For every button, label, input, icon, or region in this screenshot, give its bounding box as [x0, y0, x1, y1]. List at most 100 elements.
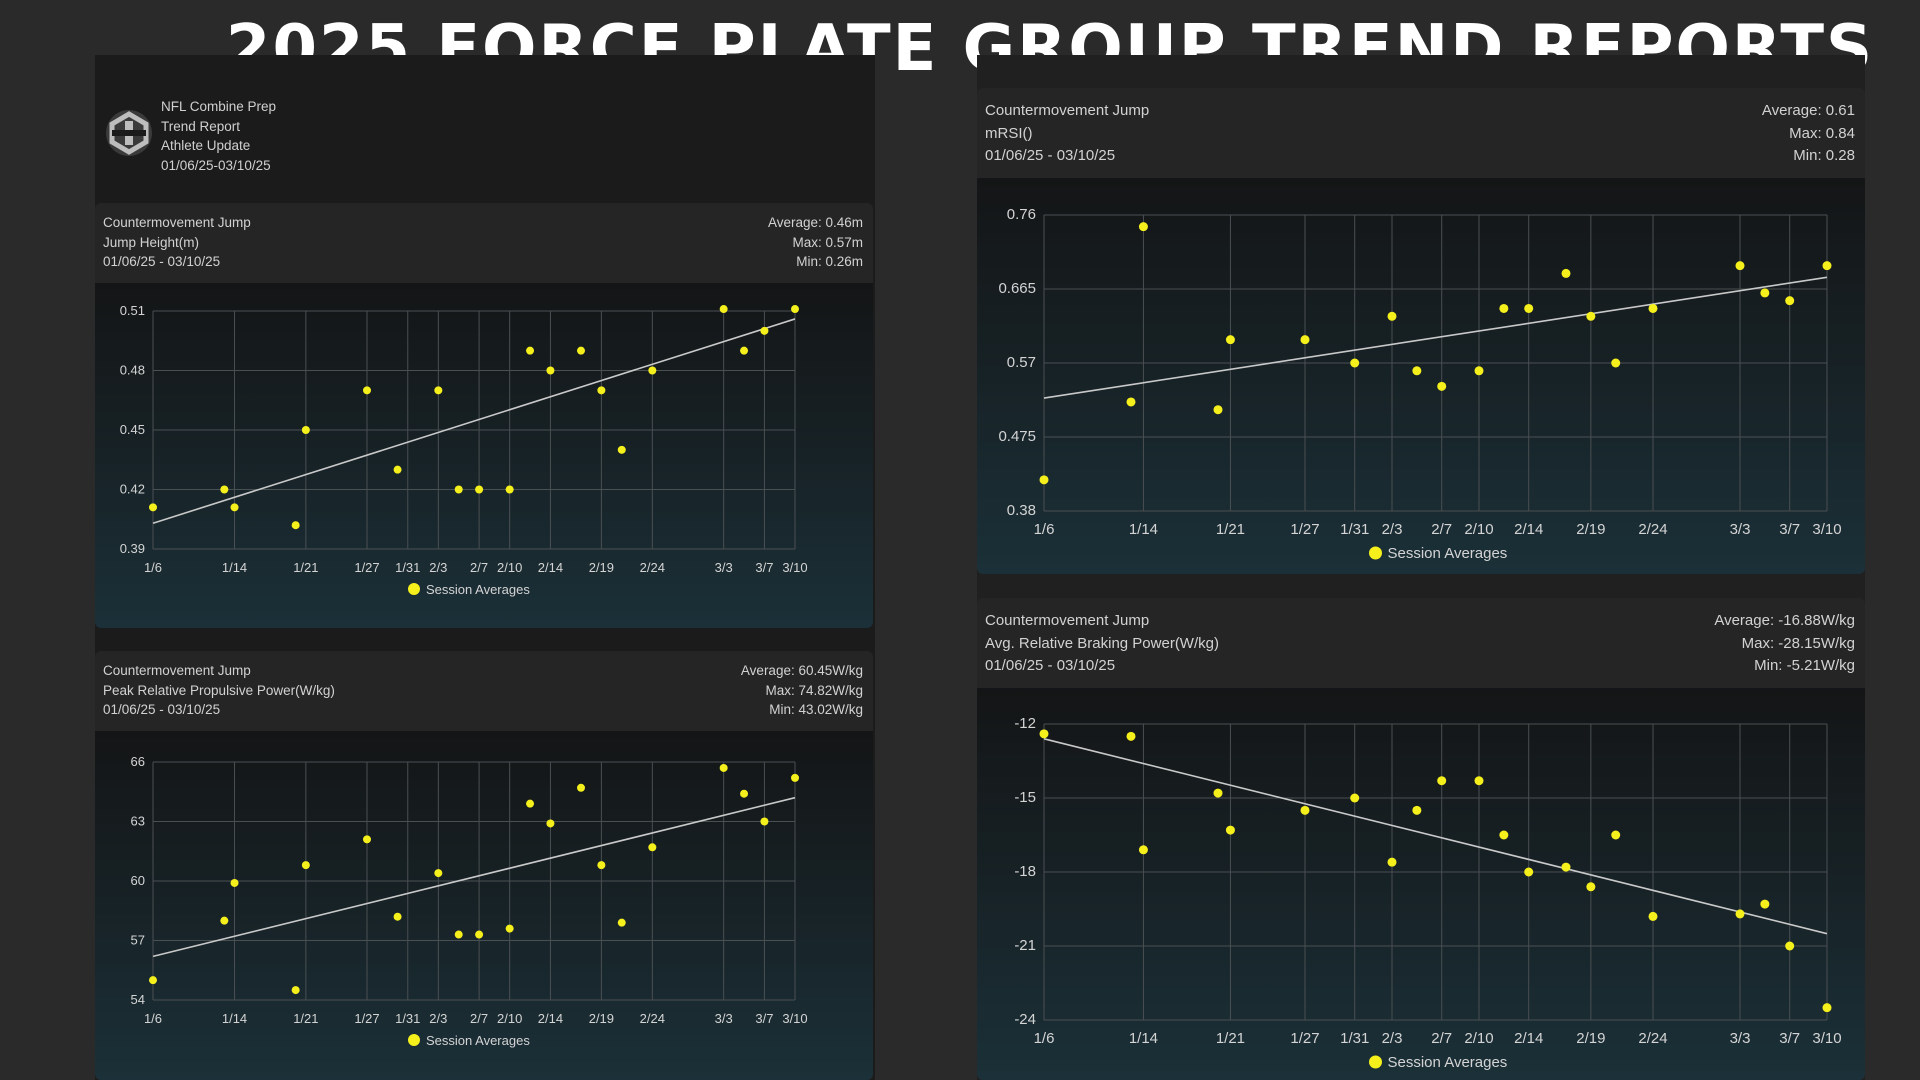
- session-average-point: [393, 912, 402, 921]
- trend-line: [1043, 738, 1828, 935]
- session-average-point: [1611, 830, 1621, 840]
- legend-label: Session Averages: [426, 1033, 530, 1048]
- grid: 0.51 0.48 0.45 0.42 0.39 1/6 1/14 1/21 1/27 1/31 2…: [120, 303, 808, 575]
- session-average-point: [1039, 729, 1049, 739]
- session-average-point: [1586, 311, 1596, 321]
- session-average-point: [291, 986, 300, 995]
- metric-name: Jump Height(m): [103, 234, 200, 250]
- x-tick-label: 2/10: [1464, 1030, 1493, 1047]
- y-tick-label: 0.51: [120, 303, 145, 318]
- x-tick-label: 1/31: [1340, 521, 1369, 538]
- legend-marker: [1369, 546, 1382, 560]
- session-average-point: [1300, 805, 1310, 815]
- session-average-point: [740, 346, 749, 355]
- session-average-point: [597, 386, 606, 395]
- date-range: 01/06/25 - 03/10/25: [985, 657, 1116, 674]
- brand-logo-icon: [106, 110, 152, 156]
- x-tick-label: 3/3: [715, 560, 733, 575]
- x-tick-label: 2/7: [1431, 1030, 1452, 1047]
- session-average-point: [1785, 296, 1795, 306]
- session-average-point: [1648, 303, 1658, 313]
- max-value: Max: 0.84: [1789, 124, 1855, 142]
- x-tick-label: 3/7: [1779, 521, 1800, 538]
- chart-area: 0.76 0.665 0.57 0.475 0.38 1/6 1/14 1/21 1/27 1/3…: [977, 178, 1865, 574]
- session-average-point: [1735, 261, 1745, 271]
- peak-propulsive-chart: 66 63 60 57 54 1/6 1/14 1/21 1/27 1/31 2/3 2/7 2/10 2…: [131, 754, 808, 1048]
- legend-marker: [408, 583, 420, 595]
- x-tick-label: 2/14: [538, 1011, 563, 1026]
- session-average-point: [546, 366, 555, 375]
- date-range: 01/06/25 - 03/10/25: [103, 702, 221, 717]
- metric-name: Peak Relative Propulsive Power(W/kg): [103, 682, 335, 698]
- min-value: Min: 0.26m: [796, 254, 863, 269]
- session-average-point: [301, 861, 310, 870]
- x-tick-label: 1/21: [1216, 521, 1245, 538]
- x-tick-label: 1/21: [293, 1011, 318, 1026]
- session-average-point: [760, 326, 769, 335]
- session-average-point: [1499, 830, 1509, 840]
- average-value: Average: 0.46m: [767, 215, 863, 230]
- session-average-point: [230, 503, 239, 512]
- session-average-point: [1225, 825, 1235, 835]
- x-tick-label: 2/24: [640, 1011, 665, 1026]
- session-average-point: [393, 465, 402, 474]
- peak-propulsive-panel: Countermovement Jump Peak Relative Propu…: [95, 651, 873, 1080]
- session-average-point: [1039, 475, 1049, 485]
- session-average-point: [1785, 941, 1795, 951]
- grid: -12 -15 -18 -21 -24 1/6 1/14 1/21 1/27 1/31 2/3 2/7…: [1014, 715, 1841, 1047]
- session-average-point: [1561, 862, 1571, 872]
- x-tick-label: 2/14: [1514, 521, 1543, 538]
- session-average-point: [1648, 911, 1658, 921]
- legend-marker: [1369, 1055, 1382, 1069]
- date-range: 01/06/25 - 03/10/25: [985, 147, 1116, 164]
- min-value: Min: -5.21W/kg: [1754, 657, 1855, 674]
- session-average-point: [301, 426, 310, 434]
- average-value: Average: 0.61: [1761, 102, 1855, 119]
- x-tick-label: 2/14: [1514, 1030, 1543, 1047]
- mrsi-chart: 0.76 0.665 0.57 0.475 0.38 1/6 1/14 1/21 1/27 1/3…: [998, 206, 1841, 562]
- x-tick-label: 3/3: [1730, 1030, 1751, 1047]
- session-average-point: [1138, 222, 1148, 232]
- session-average-point: [1350, 793, 1360, 803]
- panel-header: Countermovement Jump Peak Relative Propu…: [95, 651, 873, 731]
- report-type: Trend Report: [161, 118, 241, 134]
- max-value: Max: 74.82W/kg: [765, 682, 863, 698]
- session-average-point: [1822, 1003, 1832, 1013]
- session-average-point: [1611, 358, 1621, 368]
- session-average-point: [1437, 381, 1447, 391]
- legend-label: Session Averages: [1388, 1054, 1508, 1071]
- report-date-range: 01/06/25-03/10/25: [161, 157, 271, 173]
- session-average-point: [230, 878, 239, 887]
- x-tick-label: 2/7: [470, 1011, 488, 1026]
- x-tick-label: 3/10: [1812, 1030, 1841, 1047]
- x-tick-label: 2/19: [1576, 521, 1605, 538]
- session-average-point: [1138, 845, 1148, 855]
- session-average-point: [791, 773, 799, 782]
- x-tick-label: 2/14: [538, 560, 563, 575]
- x-tick-label: 2/19: [1576, 1030, 1605, 1047]
- x-tick-label: 2/3: [429, 560, 447, 575]
- x-tick-label: 3/10: [782, 1011, 807, 1026]
- session-average-point: [1586, 882, 1596, 892]
- y-tick-label: -15: [1014, 789, 1036, 806]
- session-average-point: [1350, 358, 1360, 368]
- y-tick-label: 57: [131, 933, 145, 948]
- session-average-point: [1387, 311, 1397, 321]
- panel-header: Countermovement Jump Jump Height(m) 01/0…: [95, 203, 873, 283]
- y-tick-label: -12: [1014, 715, 1036, 732]
- y-tick-label: 0.38: [1007, 502, 1036, 519]
- session-average-point: [1126, 731, 1136, 741]
- y-tick-label: 60: [131, 873, 145, 888]
- session-average-points: [149, 305, 799, 530]
- brand-block: NFL Combine Prep Trend Report Athlete Up…: [95, 55, 875, 200]
- test-name: Countermovement Jump: [103, 215, 251, 230]
- y-tick-label: 0.665: [998, 280, 1036, 297]
- max-value: Max: -28.15W/kg: [1741, 634, 1855, 652]
- date-range: 01/06/25 - 03/10/25: [103, 254, 221, 269]
- x-tick-label: 2/3: [1382, 1030, 1403, 1047]
- y-tick-label: 66: [131, 754, 145, 769]
- x-tick-label: 1/6: [1034, 521, 1055, 538]
- x-tick-label: 3/3: [715, 1011, 733, 1026]
- session-average-point: [475, 485, 484, 494]
- session-average-point: [505, 924, 514, 933]
